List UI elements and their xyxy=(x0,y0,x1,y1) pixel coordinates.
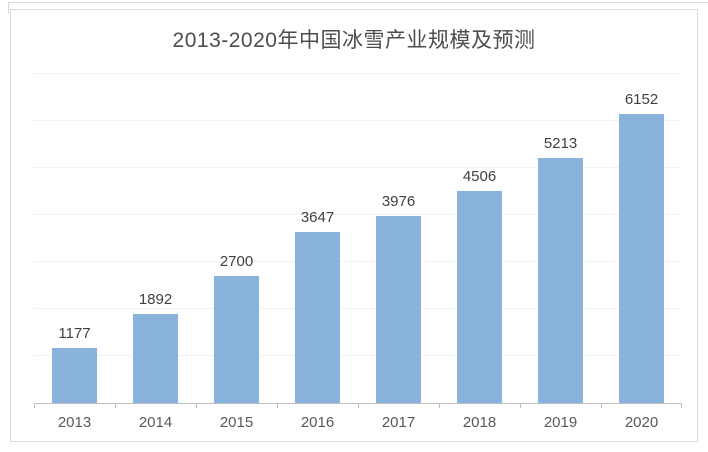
x-axis-label: 2014 xyxy=(138,414,173,431)
x-axis-tick xyxy=(196,403,197,408)
x-axis-tick xyxy=(520,403,521,408)
bar xyxy=(214,276,259,403)
bar xyxy=(295,232,340,403)
bar-value-label: 5213 xyxy=(543,135,578,152)
chart-frame: 2013-2020年中国冰雪产业规模及预测 1177 1892 2700 3647 39… xyxy=(10,9,698,442)
x-axis-label: 2013 xyxy=(57,414,92,431)
bar-value-label: 1177 xyxy=(58,325,91,342)
gridline xyxy=(34,355,682,356)
x-axis-tick xyxy=(681,403,682,408)
bar-value-label: 3647 xyxy=(300,209,335,226)
x-axis-label: 2017 xyxy=(381,414,416,431)
x-axis-label: 2019 xyxy=(543,414,578,431)
bar-value-label: 1892 xyxy=(138,291,173,308)
bar-value-label: 6152 xyxy=(624,91,659,108)
plot-area: 1177 1892 2700 3647 3976 4506 5213 6152 xyxy=(34,73,682,408)
gridline xyxy=(34,73,682,74)
x-axis-label: 2015 xyxy=(219,414,254,431)
x-axis-tick xyxy=(439,403,440,408)
top-divider-line xyxy=(8,2,708,3)
bar xyxy=(133,314,178,403)
x-axis-tick xyxy=(601,403,602,408)
x-axis-label: 2020 xyxy=(624,414,659,431)
bar-value-label: 3976 xyxy=(381,193,416,210)
x-axis-tick xyxy=(34,403,35,408)
x-axis-label: 2018 xyxy=(462,414,497,431)
bar xyxy=(619,114,664,403)
bar-value-label: 4506 xyxy=(462,168,497,185)
gridline xyxy=(34,167,682,168)
top-divider-corner xyxy=(8,2,9,14)
x-axis-tick xyxy=(115,403,116,408)
x-axis-tick xyxy=(277,403,278,408)
bar xyxy=(457,191,502,403)
x-axis-labels: 2013 2014 2015 2016 2017 2018 2019 2020 xyxy=(34,414,682,431)
x-axis-label: 2016 xyxy=(300,414,335,431)
x-axis-tick xyxy=(358,403,359,408)
chart-title: 2013-2020年中国冰雪产业规模及预测 xyxy=(172,29,536,52)
gridline xyxy=(34,261,682,262)
bar xyxy=(52,348,97,403)
gridline xyxy=(34,120,682,121)
gridline xyxy=(34,214,682,215)
bar xyxy=(376,216,421,403)
bar-value-label: 2700 xyxy=(219,253,254,270)
bar xyxy=(538,158,583,403)
gridline xyxy=(34,308,682,309)
